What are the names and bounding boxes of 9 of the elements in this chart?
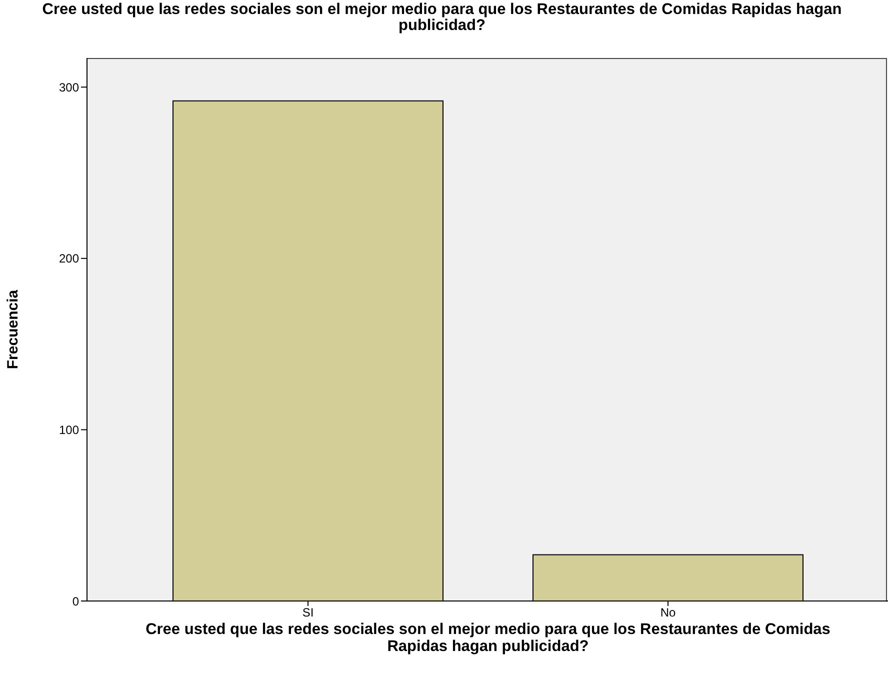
x-tick-label: SI bbox=[302, 606, 314, 620]
x-axis-title: Cree usted que las redes sociales son el mejor medio para que los Restaurantes de Comidas Rapidas hagan publicidad? bbox=[144, 621, 832, 655]
chart-title: Cree usted que las redes sociales son el mejor medio para que los Restaurantes de Comidas Rapidas hagan publicidad? bbox=[41, 1, 843, 34]
y-tick-label: 200 bbox=[58, 252, 80, 266]
y-axis-title: Frecuencia bbox=[4, 289, 22, 370]
y-tick-label: 100 bbox=[58, 422, 80, 437]
y-tick-label: 0 bbox=[72, 594, 80, 608]
y-tick-label: 300 bbox=[58, 80, 80, 94]
x-tick-label: No bbox=[660, 606, 676, 620]
